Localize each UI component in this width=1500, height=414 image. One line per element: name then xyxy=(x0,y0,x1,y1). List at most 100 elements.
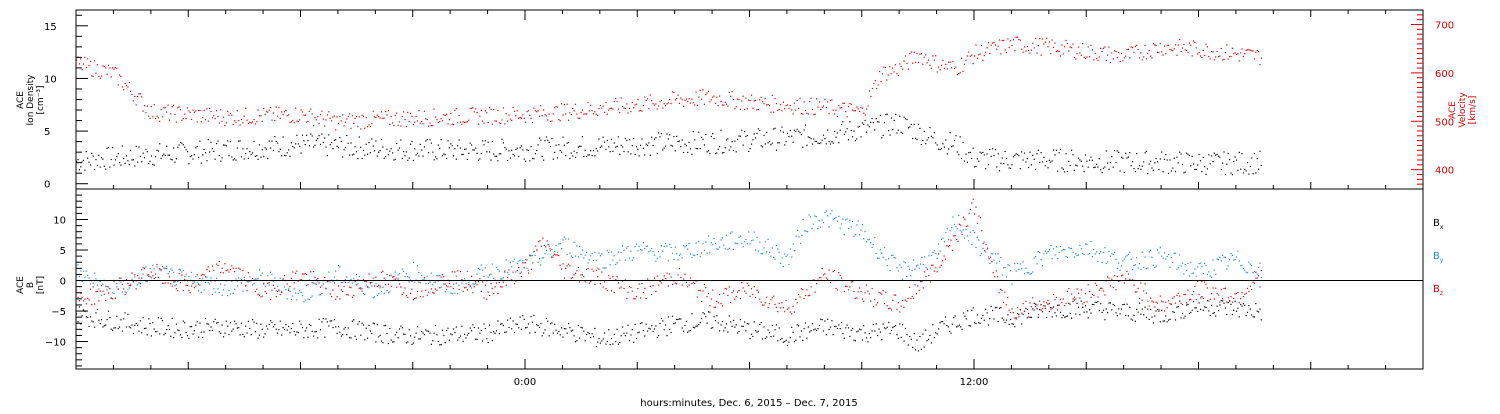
bz-point xyxy=(749,295,751,297)
by-point xyxy=(683,245,685,247)
by-point xyxy=(714,242,717,244)
by-point xyxy=(1217,258,1220,261)
by-point xyxy=(121,291,123,293)
velocity-point xyxy=(703,103,705,105)
by-point xyxy=(336,279,338,281)
velocity-point xyxy=(1014,49,1016,52)
bz-point xyxy=(1061,302,1063,304)
by-point xyxy=(569,252,571,254)
bz-point xyxy=(353,294,355,296)
by-point xyxy=(1251,265,1253,267)
density-point xyxy=(617,136,619,138)
by-point xyxy=(419,282,421,284)
bz-point xyxy=(434,288,437,290)
bx-point xyxy=(446,329,448,332)
bz-point xyxy=(777,311,779,313)
density-point xyxy=(904,118,907,120)
velocity-point xyxy=(774,98,776,100)
by-point xyxy=(389,291,391,293)
by-point xyxy=(1115,258,1117,260)
by-point xyxy=(829,213,832,215)
by-point xyxy=(864,231,866,233)
bx-point xyxy=(670,331,672,334)
velocity-point xyxy=(88,65,90,67)
density-point xyxy=(260,156,262,158)
density-point xyxy=(595,148,597,150)
density-point xyxy=(1212,161,1214,163)
bz-point xyxy=(1256,277,1258,279)
bx-point xyxy=(644,335,646,337)
bz-point xyxy=(617,282,619,284)
bx-point xyxy=(572,329,574,331)
bx-point xyxy=(635,337,638,339)
bz-point xyxy=(1194,285,1196,287)
bz-point xyxy=(411,288,413,290)
bz-point xyxy=(404,287,406,289)
density-point xyxy=(300,152,302,154)
velocity-axis-label: ACE Velocity [km/s] xyxy=(1448,92,1478,128)
by-point xyxy=(780,262,782,264)
density-point xyxy=(398,147,401,149)
velocity-point xyxy=(847,105,850,108)
by-point xyxy=(785,255,787,258)
by-point xyxy=(723,244,725,246)
velocity-point xyxy=(164,107,166,109)
bz-point xyxy=(1216,292,1218,295)
bz-point xyxy=(433,292,435,294)
bz-point xyxy=(476,284,478,286)
by-point xyxy=(227,295,229,297)
by-point xyxy=(329,281,331,283)
bz-point xyxy=(768,303,771,305)
density-point xyxy=(903,116,905,118)
bz-point xyxy=(1179,295,1181,297)
legend-by: By xyxy=(1433,251,1444,264)
bx-point xyxy=(659,322,661,325)
density-point xyxy=(597,150,599,152)
bx-point xyxy=(519,316,521,318)
bx-point xyxy=(992,309,994,312)
bz-point xyxy=(832,271,834,273)
bx-point xyxy=(698,324,700,326)
bz-point xyxy=(861,298,863,300)
bz-point xyxy=(1170,303,1172,305)
velocity-point xyxy=(1055,50,1057,52)
bx-point xyxy=(563,328,565,330)
bx-point xyxy=(824,320,826,322)
bz-point xyxy=(663,275,665,277)
velocity-point xyxy=(117,84,119,86)
by-point xyxy=(1084,243,1087,245)
by-point xyxy=(1184,263,1186,266)
velocity-point xyxy=(1050,53,1052,55)
bx-point xyxy=(1108,302,1110,304)
bz-point xyxy=(1226,301,1228,303)
velocity-point xyxy=(595,113,597,115)
density-point xyxy=(1211,155,1213,157)
bz-point xyxy=(1050,308,1052,310)
bz-point xyxy=(252,277,254,280)
bz-point xyxy=(1259,286,1261,288)
by-point xyxy=(149,268,151,270)
density-point xyxy=(531,157,534,160)
bx-point xyxy=(245,325,247,327)
bz-point xyxy=(207,266,209,268)
bx-point xyxy=(155,331,157,333)
density-point xyxy=(902,132,904,134)
by-point xyxy=(497,269,499,271)
velocity-point xyxy=(1150,55,1152,57)
by-point xyxy=(507,271,509,274)
bz-point xyxy=(961,233,963,236)
bx-point xyxy=(1086,311,1088,313)
velocity-point xyxy=(545,115,547,117)
bz-point xyxy=(995,270,997,272)
by-point xyxy=(418,271,420,274)
density-point xyxy=(1035,168,1037,170)
density-point xyxy=(507,159,509,162)
velocity-point xyxy=(204,119,207,121)
bz-point xyxy=(211,265,213,267)
by-point xyxy=(1096,251,1098,253)
bx-point xyxy=(656,336,658,338)
velocity-point xyxy=(84,56,86,58)
bz-point xyxy=(465,286,467,288)
bz-point xyxy=(292,271,294,273)
bz-point xyxy=(422,296,424,298)
